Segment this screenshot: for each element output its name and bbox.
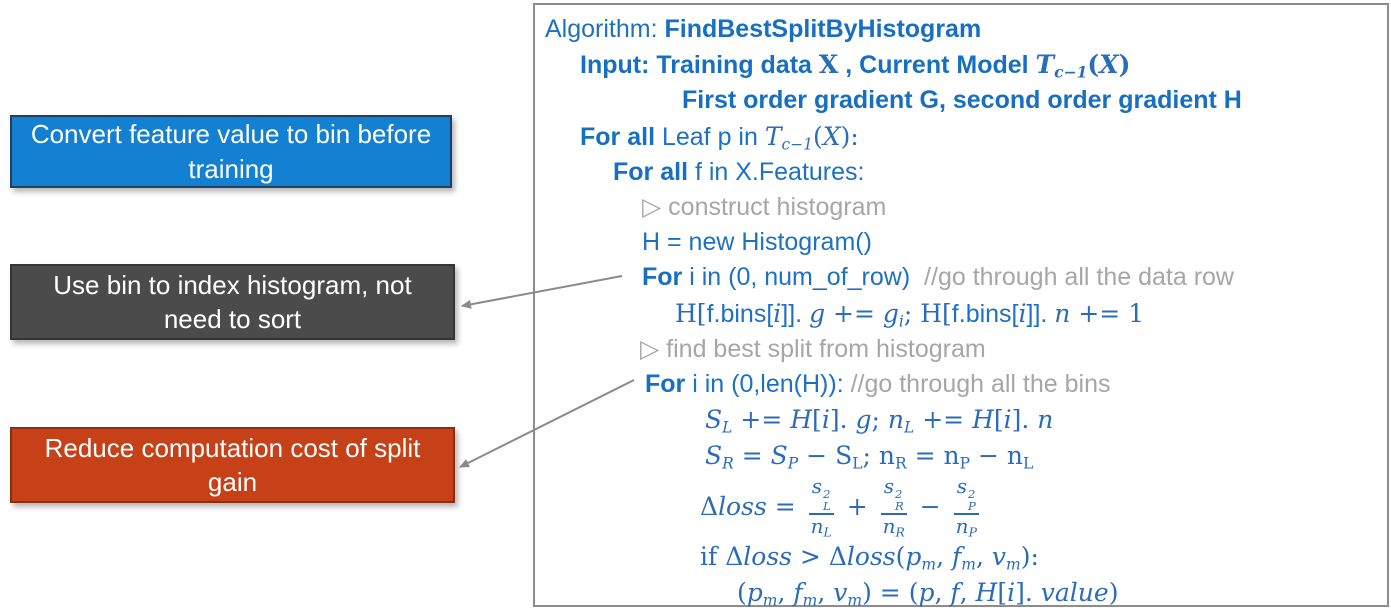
- algo-line-6: H = new Histogram(): [642, 228, 872, 257]
- callout-reduce-computation-cost: Reduce computation cost of split gain: [10, 427, 455, 503]
- callout-convert-to-bin-label: Convert feature value to bin before trai…: [30, 119, 432, 184]
- algorithm-lines: Algorithm: FindBestSplitByHistogram Input…: [545, 12, 1387, 611]
- algorithm-box: Algorithm: FindBestSplitByHistogram Input…: [533, 3, 1389, 608]
- algo-line-9: ▷ find best split from histogram: [640, 334, 986, 363]
- algo-line-8: H[f.bins[i]]. g += gi; H[f.bins[i]]. n +…: [675, 298, 1145, 330]
- algo-line-1: Input: Training data X , Current Model T…: [580, 50, 1131, 82]
- algo-line-15: (pm, fm, vm) = (p, f, H[i]. value): [737, 577, 1119, 610]
- algo-line-2: First order gradient G, second order gra…: [682, 86, 1242, 115]
- algo-line-3: For all Leaf p in Tc−1(X):: [580, 121, 859, 153]
- algo-line-5: ▷ construct histogram: [642, 193, 887, 222]
- algo-line-11: SL += H[i]. g; nL += H[i]. n: [705, 405, 1054, 437]
- algo-line-10: For i in (0,len(H)): //go through all th…: [645, 370, 1111, 399]
- algo-line-0: Algorithm: FindBestSplitByHistogram: [545, 15, 982, 43]
- callout-reduce-computation-cost-label: Reduce computation cost of split gain: [44, 432, 421, 497]
- algo-line-12: SR = SP − SL; nR = nP − nL: [705, 441, 1034, 473]
- algo-line-4: For all f in X.Features:: [613, 157, 865, 186]
- callout-convert-to-bin: Convert feature value to bin before trai…: [10, 115, 452, 188]
- algo-line-14: if Δloss > Δloss(pm, fm, vm):: [700, 541, 1039, 573]
- callout-bin-index-histogram: Use bin to index histogram, not need to …: [10, 264, 455, 340]
- algo-line-7: For i in (0, num_of_row) //go through al…: [642, 263, 1234, 292]
- callout-bin-index-histogram-label: Use bin to index histogram, not need to …: [53, 269, 412, 334]
